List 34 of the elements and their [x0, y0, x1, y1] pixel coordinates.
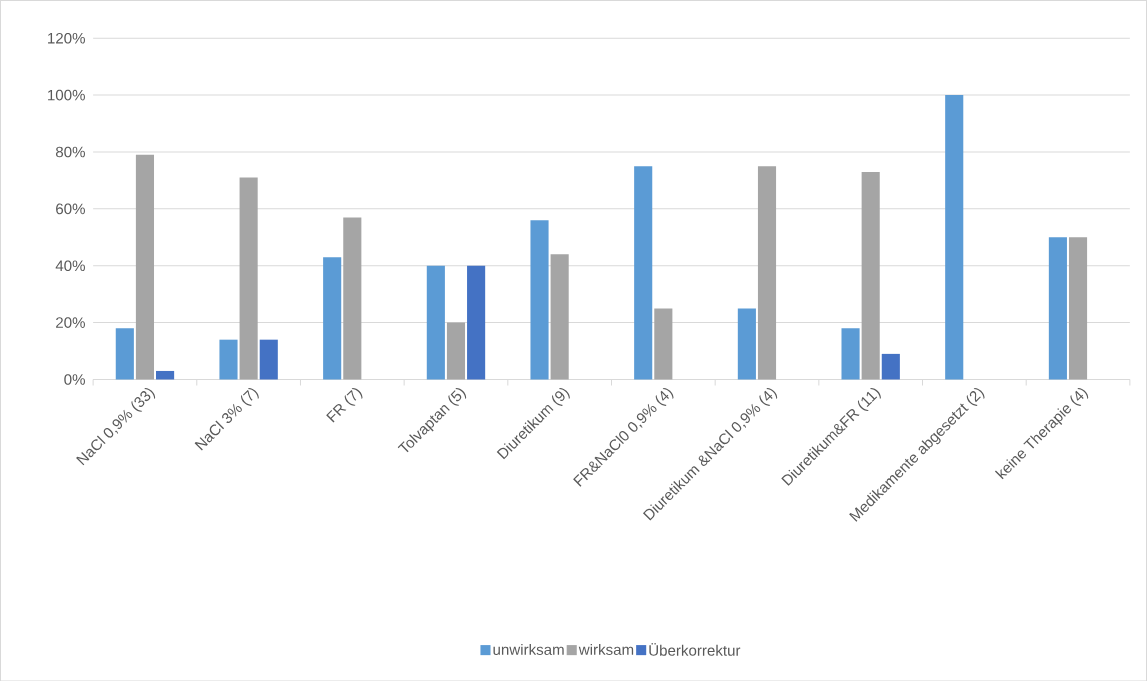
bar	[343, 217, 362, 380]
y-tick-label: 0%	[64, 373, 85, 385]
legend-label: Überkorrektur	[649, 642, 741, 656]
y-tick-label: 100%	[48, 89, 85, 101]
legend-label: unwirksam	[493, 643, 564, 655]
bar	[757, 165, 777, 380]
bar	[550, 254, 569, 380]
bar	[156, 370, 175, 380]
bar	[530, 220, 549, 380]
y-tick-label: 20%	[56, 317, 85, 328]
y-tick-label: 40%	[55, 260, 85, 271]
x-tick-label: FR (7)	[326, 387, 363, 423]
bar	[737, 308, 756, 380]
y-tick-label: 60%	[56, 203, 85, 214]
bar	[881, 353, 900, 380]
legend-label: wirksam	[578, 643, 634, 655]
bar	[841, 328, 860, 380]
y-tick-label: 80%	[55, 146, 85, 158]
bar	[634, 165, 653, 380]
bar	[135, 154, 155, 380]
bar	[323, 256, 342, 380]
bar	[259, 339, 278, 380]
bar	[426, 265, 445, 380]
bar	[945, 94, 964, 380]
y-tick-label: 120%	[48, 32, 85, 44]
bar	[1068, 237, 1088, 380]
bar	[239, 177, 258, 380]
bar	[115, 328, 134, 380]
bar	[654, 308, 673, 380]
bar	[861, 171, 880, 380]
bar	[219, 339, 238, 380]
bar	[1048, 237, 1067, 380]
bar	[467, 265, 486, 380]
bar	[446, 322, 466, 380]
